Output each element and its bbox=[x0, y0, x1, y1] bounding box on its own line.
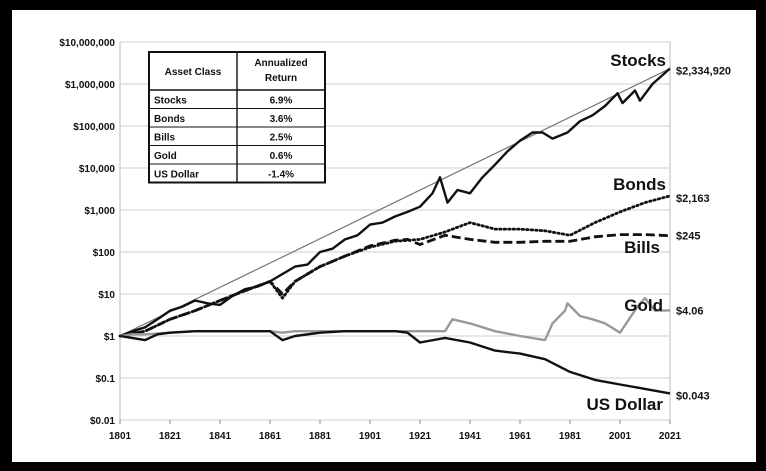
x-tick-label: 1901 bbox=[359, 431, 382, 442]
series-labels: Stocks $2,334,920 Bonds $2,163 Bills $245 Gold… bbox=[586, 51, 731, 414]
series-label-bonds: Bonds bbox=[613, 175, 666, 194]
x-tick-label: 1801 bbox=[109, 431, 132, 442]
end-value-us-dollar: $0.043 bbox=[676, 390, 710, 402]
y-tick-label: $1,000,000 bbox=[65, 80, 115, 91]
y-tick-label: $10,000 bbox=[79, 164, 116, 175]
table-header-word: Annualized bbox=[254, 58, 307, 69]
y-tick-label: $1,000 bbox=[84, 206, 115, 217]
table-cell-return: 2.5% bbox=[270, 132, 293, 143]
series-stocks bbox=[119, 67, 671, 338]
trend-layer bbox=[119, 67, 671, 337]
table-cell-return: 6.9% bbox=[270, 95, 293, 106]
table-cell-return: 3.6% bbox=[270, 114, 293, 125]
end-value-bonds: $2,163 bbox=[676, 193, 710, 205]
x-axis: 1801 1821 1841 1861 1881 1901 1921 1941 1961 1981… bbox=[109, 420, 682, 442]
y-tick-label: $10,000,000 bbox=[59, 38, 115, 49]
table-cell-asset: Gold bbox=[154, 151, 177, 162]
chart-svg: $10,000,000 $1,000,000 $100,000 $10,000 $1,0… bbox=[59, 38, 731, 442]
y-tick-label: $10 bbox=[98, 290, 115, 301]
end-value-bills: $245 bbox=[676, 231, 700, 243]
x-tick-label: 1961 bbox=[509, 431, 532, 442]
x-tick-label: 2001 bbox=[609, 431, 632, 442]
end-value-gold: $4.06 bbox=[676, 305, 704, 317]
table-cell-return: 0.6% bbox=[270, 151, 293, 162]
series-label-stocks: Stocks bbox=[610, 51, 666, 70]
y-tick-label: $1 bbox=[104, 332, 116, 343]
stocks-trend-line bbox=[119, 67, 671, 337]
x-tick-label: 1941 bbox=[459, 431, 482, 442]
x-tick-label: 1981 bbox=[559, 431, 582, 442]
x-tick-label: 1861 bbox=[259, 431, 282, 442]
series-label-gold: Gold bbox=[624, 296, 663, 315]
table-cell-asset: US Dollar bbox=[154, 169, 199, 180]
y-tick-label: $0.01 bbox=[90, 416, 115, 427]
table-cell-asset: Bonds bbox=[154, 114, 186, 125]
end-value-stocks: $2,334,920 bbox=[676, 66, 731, 78]
chart-frame: $10,000,000 $1,000,000 $100,000 $10,000 $1,0… bbox=[12, 10, 756, 462]
series-label-us-dollar: US Dollar bbox=[586, 395, 663, 414]
x-tick-label: 2021 bbox=[659, 431, 682, 442]
x-tick-label: 1821 bbox=[159, 431, 182, 442]
table-cell-asset: Bills bbox=[154, 132, 176, 143]
x-tick-label: 1841 bbox=[209, 431, 232, 442]
table-header-word: Return bbox=[265, 73, 297, 84]
table-cell-return: -1.4% bbox=[268, 169, 294, 180]
y-axis: $10,000,000 $1,000,000 $100,000 $10,000 $1,0… bbox=[59, 38, 115, 427]
y-tick-label: $100 bbox=[93, 248, 116, 259]
table-cell-asset: Stocks bbox=[154, 95, 187, 106]
y-tick-label: $0.1 bbox=[96, 374, 116, 385]
series-label-bills: Bills bbox=[624, 238, 660, 257]
x-tick-label: 1921 bbox=[409, 431, 432, 442]
table-header-asset-class: Asset Class bbox=[165, 67, 222, 78]
series-bills bbox=[119, 233, 671, 338]
series-layer bbox=[118, 67, 672, 395]
y-tick-label: $100,000 bbox=[73, 122, 115, 133]
table-header-annualized-return: Annualized Return bbox=[254, 58, 307, 84]
series-us-dollar bbox=[119, 330, 671, 395]
returns-table: Asset Class Annualized Return Stocks 6.9% Bon… bbox=[148, 51, 326, 184]
x-tick-label: 1881 bbox=[309, 431, 332, 442]
